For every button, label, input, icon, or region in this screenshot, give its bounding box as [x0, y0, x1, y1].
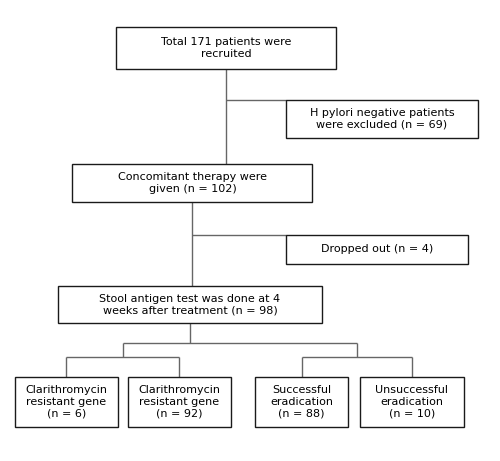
FancyBboxPatch shape — [58, 286, 322, 324]
Text: Clarithromycin
resistant gene
(n = 92): Clarithromycin resistant gene (n = 92) — [138, 385, 220, 419]
FancyBboxPatch shape — [360, 377, 464, 427]
FancyBboxPatch shape — [286, 235, 469, 264]
FancyBboxPatch shape — [128, 377, 231, 427]
Text: Clarithromycin
resistant gene
(n = 6): Clarithromycin resistant gene (n = 6) — [26, 385, 108, 419]
Text: Concomitant therapy were
given (n = 102): Concomitant therapy were given (n = 102) — [118, 172, 267, 194]
Text: H pylori negative patients
were excluded (n = 69): H pylori negative patients were excluded… — [310, 108, 454, 130]
Text: Total 171 patients were
recruited: Total 171 patients were recruited — [161, 37, 291, 59]
Text: Stool antigen test was done at 4
weeks after treatment (n = 98): Stool antigen test was done at 4 weeks a… — [100, 294, 280, 315]
FancyBboxPatch shape — [286, 100, 478, 137]
FancyBboxPatch shape — [72, 164, 312, 202]
Text: Dropped out (n = 4): Dropped out (n = 4) — [321, 244, 434, 254]
Text: Unsuccessful
eradication
(n = 10): Unsuccessful eradication (n = 10) — [376, 385, 448, 419]
FancyBboxPatch shape — [15, 377, 118, 427]
FancyBboxPatch shape — [116, 27, 336, 69]
Text: Successful
eradication
(n = 88): Successful eradication (n = 88) — [270, 385, 333, 419]
FancyBboxPatch shape — [255, 377, 348, 427]
